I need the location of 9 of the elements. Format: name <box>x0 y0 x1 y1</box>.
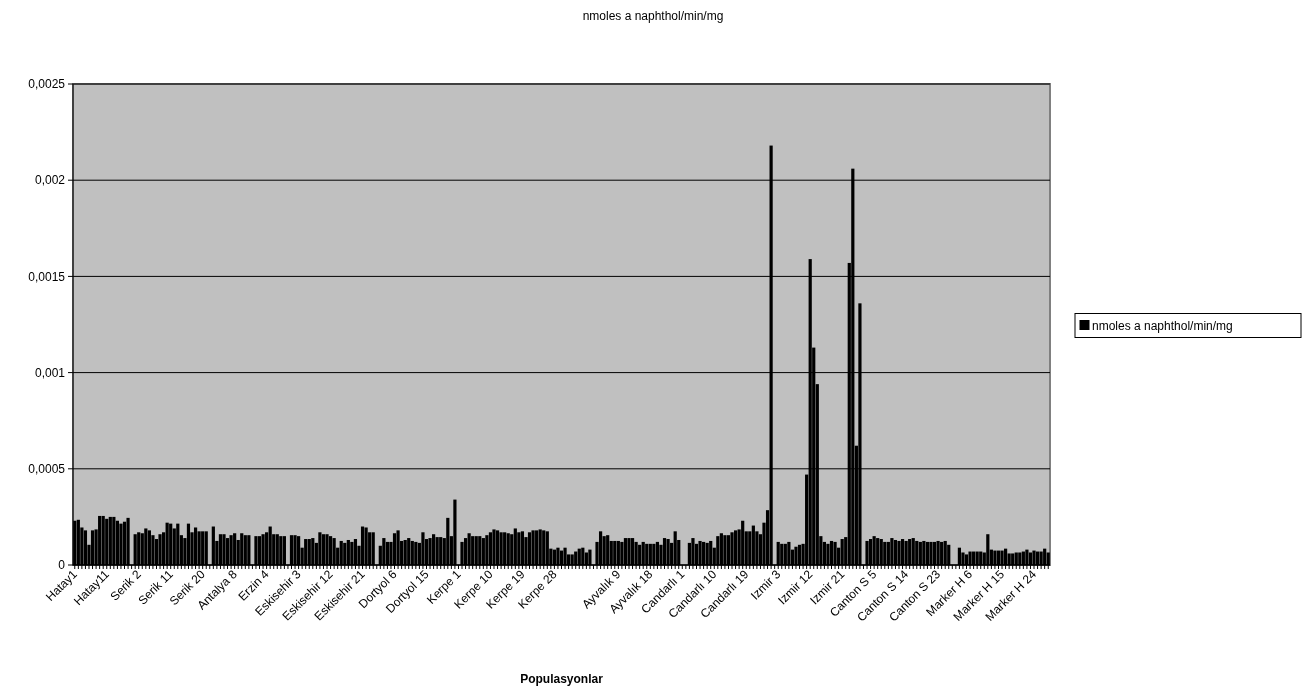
y-tick-label: 0,002 <box>34 173 66 188</box>
chart-title: nmoles a naphthol/min/mg <box>582 9 724 23</box>
y-tick-label: 0,001 <box>34 365 66 380</box>
y-tick-label: 0,0005 <box>28 462 66 476</box>
legend-label: nmoles a naphthol/min/mg <box>1092 318 1233 333</box>
x-axis-title: Populasyonlar <box>520 672 604 686</box>
y-tick-label: 0 <box>58 558 66 573</box>
y-tick-label: 0,0025 <box>28 77 66 92</box>
y-tick-label: 0,0015 <box>28 269 66 284</box>
